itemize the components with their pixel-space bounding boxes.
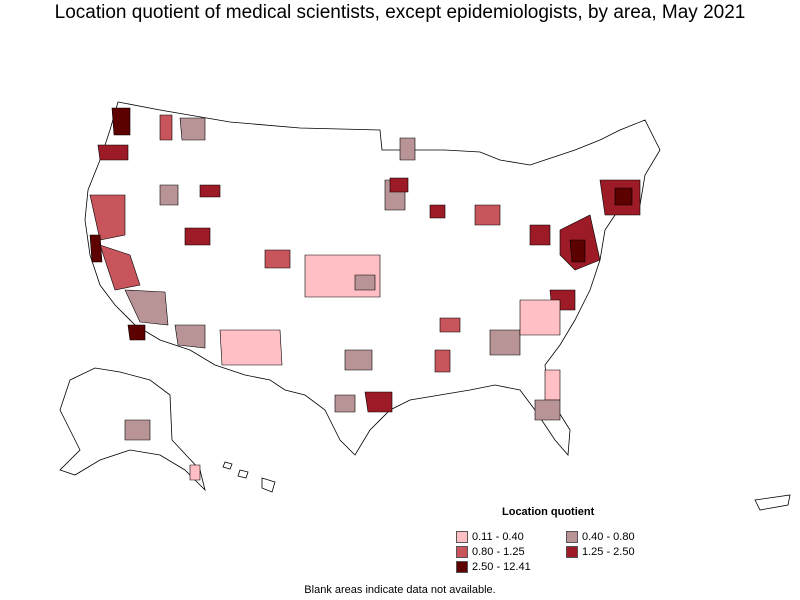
area-lq-0.40-0.80	[124, 419, 151, 441]
area-lq-0.40-0.80	[124, 289, 169, 326]
hawaii-island	[261, 477, 276, 493]
legend-item: 2.50 - 12.41	[456, 561, 531, 573]
area-lq-2.50-12.41	[127, 324, 146, 341]
area-lq-1.25-2.50	[529, 224, 551, 246]
area-lq-0.11-0.40	[189, 464, 201, 481]
area-lq-0.40-0.80	[489, 329, 521, 356]
hawaii-island	[237, 469, 249, 479]
area-lq-0.40-0.80	[159, 184, 179, 206]
area-lq-0.80-1.25	[264, 249, 291, 269]
area-lq-0.80-1.25	[474, 204, 501, 226]
area-lq-1.25-2.50	[184, 227, 211, 246]
area-lq-2.50-12.41	[89, 234, 103, 263]
area-lq-0.11-0.40	[219, 329, 283, 366]
area-lq-0.11-0.40	[544, 369, 561, 401]
hawaii-island	[222, 461, 233, 470]
legend-label: 0.80 - 1.25	[472, 546, 525, 558]
legend-item: 0.11 - 0.40	[456, 531, 524, 543]
area-lq-1.25-2.50	[97, 144, 129, 161]
area-lq-0.40-0.80	[174, 324, 206, 349]
area-lq-1.25-2.50	[199, 184, 221, 198]
legend-item: 0.80 - 1.25	[456, 546, 525, 558]
legend-swatch	[566, 546, 578, 558]
legend-item: 0.40 - 0.80	[566, 531, 635, 543]
area-lq-0.40-0.80	[354, 274, 376, 291]
area-lq-1.25-2.50	[389, 177, 409, 193]
legend-title: Location quotient	[502, 506, 595, 518]
area-lq-0.40-0.80	[344, 349, 373, 371]
area-lq-1.25-2.50	[429, 204, 446, 219]
legend-label: 1.25 - 2.50	[582, 546, 635, 558]
area-lq-0.40-0.80	[399, 137, 416, 161]
map-title: Location quotient of medical scientists,…	[54, 2, 746, 23]
legend-label: 2.50 - 12.41	[472, 561, 531, 573]
puerto-rico	[754, 494, 791, 511]
area-lq-0.40-0.80	[334, 394, 356, 413]
area-lq-0.80-1.25	[439, 317, 461, 333]
area-lq-1.25-2.50	[364, 391, 393, 413]
area-lq-2.50-12.41	[569, 239, 586, 263]
legend-swatch	[456, 561, 468, 573]
legend-swatch	[566, 531, 578, 543]
area-lq-0.80-1.25	[159, 114, 173, 141]
legend-label: 0.11 - 0.40	[472, 531, 524, 543]
legend-swatch	[456, 546, 468, 558]
area-lq-2.50-12.41	[614, 187, 633, 206]
area-lq-0.80-1.25	[89, 194, 126, 241]
area-lq-2.50-12.41	[111, 107, 131, 136]
area-lq-0.80-1.25	[434, 349, 451, 373]
area-lq-0.11-0.40	[519, 299, 561, 336]
area-lq-0.40-0.80	[534, 399, 561, 421]
legend-swatch	[456, 531, 468, 543]
legend-label: 0.40 - 0.80	[582, 531, 635, 543]
area-lq-0.40-0.80	[179, 117, 206, 141]
legend-item: 1.25 - 2.50	[566, 546, 635, 558]
area-lq-0.80-1.25	[99, 244, 141, 291]
footnote: Blank areas indicate data not available.	[304, 584, 496, 596]
